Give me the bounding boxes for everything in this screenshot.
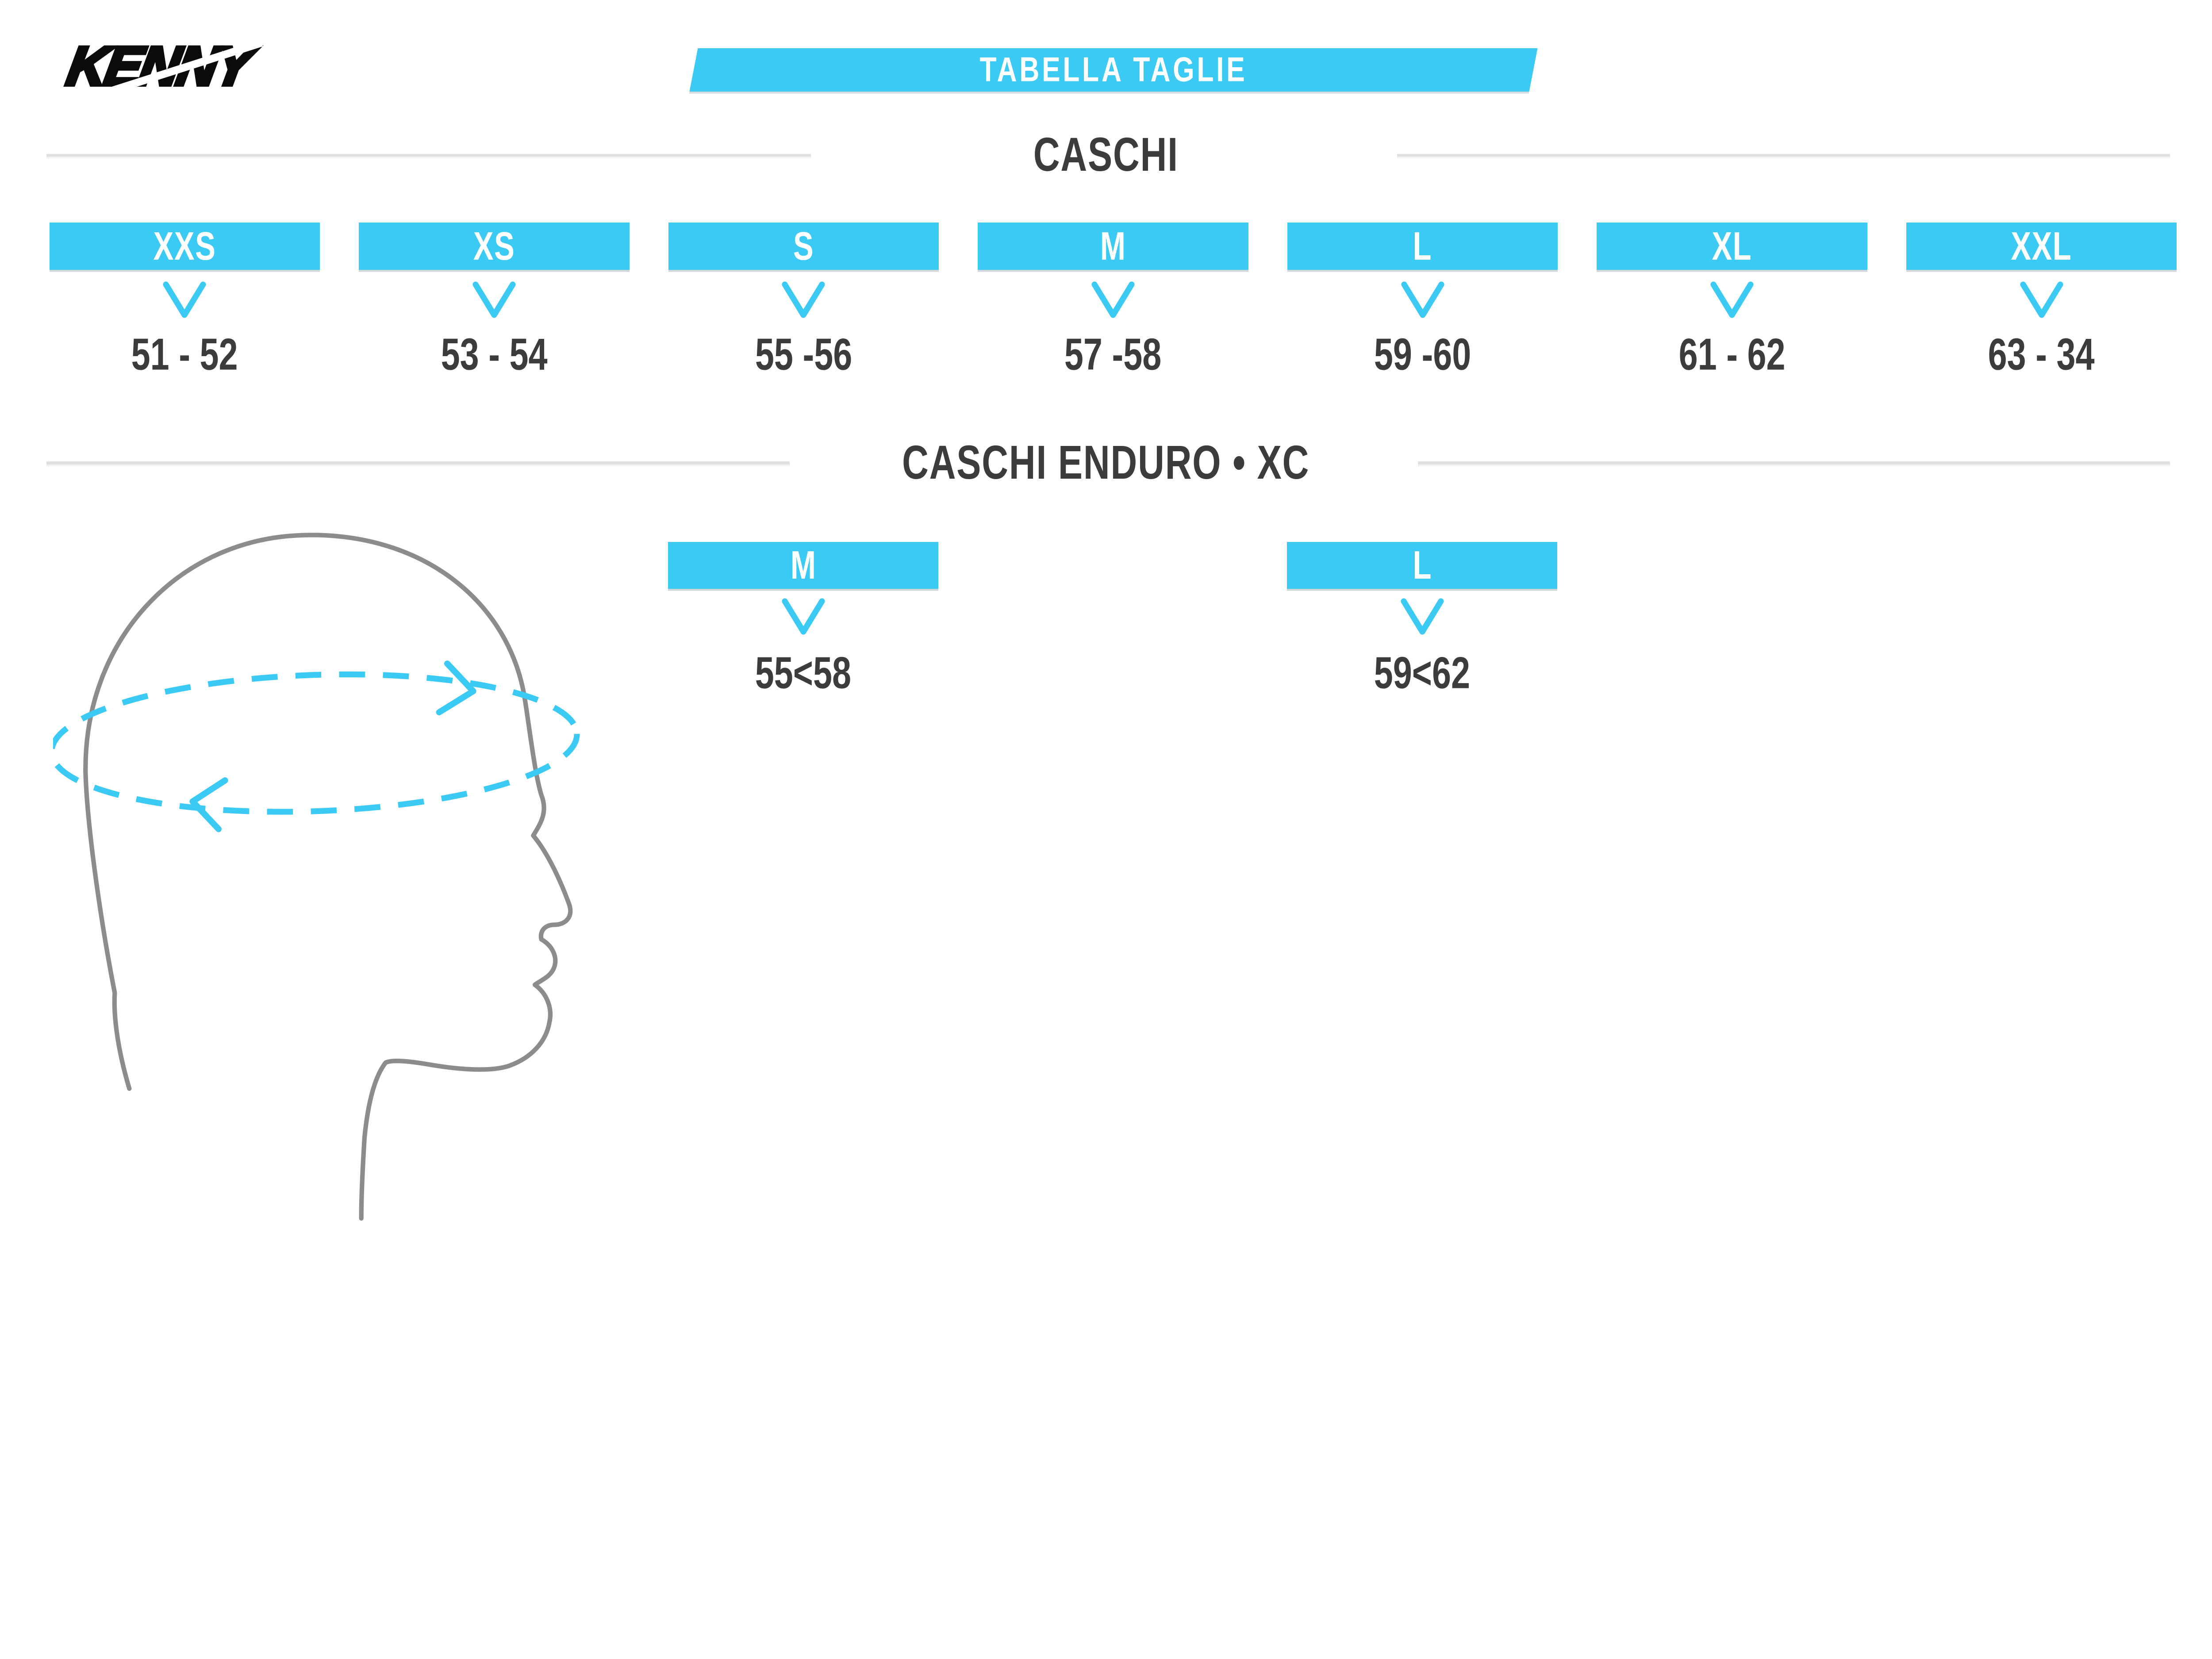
divider-line xyxy=(1418,461,2170,465)
down-arrow-icon xyxy=(782,598,825,635)
head-profile-icon xyxy=(53,533,580,1221)
size-badge-xxs: XXS xyxy=(49,223,320,270)
down-arrow-icon xyxy=(163,281,206,318)
down-arrow-icon xyxy=(1401,281,1444,318)
divider-line xyxy=(46,154,811,157)
measure-tape-dashed-ellipse xyxy=(53,671,580,815)
size-table-banner: TABELLA TAGLIE xyxy=(689,48,1537,92)
enduro-size-range-l: 59<62 xyxy=(1374,649,1471,699)
size-range-m: 57 -58 xyxy=(1064,330,1162,380)
size-badge-m: M xyxy=(978,223,1248,270)
enduro-size-badge-m: M xyxy=(668,541,939,589)
kenny-logo: KENNY xyxy=(61,34,353,99)
caschi-size-badges-row: XXS XS S M L XL XXL xyxy=(49,223,2177,270)
size-range-l: 59 -60 xyxy=(1374,330,1471,380)
size-range-s: 55 -56 xyxy=(755,330,853,380)
caschi-size-ranges-row: 51 - 52 53 - 54 55 -56 57 -58 59 -60 61 … xyxy=(50,330,2177,380)
measure-arrow-right-icon xyxy=(436,660,476,715)
down-arrow-icon xyxy=(1091,281,1135,318)
down-arrow-icon xyxy=(782,281,826,318)
size-badge-xxl: XXL xyxy=(1906,223,2177,270)
size-badge-xl: XL xyxy=(1597,223,1867,270)
size-range-xxs: 51 - 52 xyxy=(131,330,238,380)
enduro-size-range-m: 55<58 xyxy=(755,649,852,699)
size-range-xs: 53 - 54 xyxy=(441,330,548,380)
head-profile-illustration xyxy=(53,518,588,1223)
logo-slash xyxy=(108,40,263,94)
section-title-caschi-enduro-xc: CASCHI ENDURO • XC xyxy=(902,436,1310,489)
down-arrow-icon xyxy=(1401,598,1444,635)
kenny-logo-icon: KENNY xyxy=(61,34,263,99)
size-chart-page: KENNY TABELLA TAGLIE CASCHI XXS XS S M L… xyxy=(46,34,2177,1223)
head-outline xyxy=(83,533,573,1221)
logo-text: KENNY xyxy=(62,37,261,97)
size-range-xl: 61 - 62 xyxy=(1678,330,1786,380)
down-arrow-icon xyxy=(2020,281,2063,318)
size-badge-l: L xyxy=(1287,223,1558,270)
enduro-arrow-m xyxy=(668,597,938,637)
size-badge-xs: XS xyxy=(359,223,630,270)
caschi-arrows-row xyxy=(50,280,2177,320)
down-arrow-icon xyxy=(472,281,516,318)
size-badge-s: S xyxy=(668,223,939,270)
down-arrow-icon xyxy=(1710,281,1754,318)
measure-arrow-left-icon xyxy=(189,777,228,832)
banner-title: TABELLA TAGLIE xyxy=(979,50,1247,89)
section-title-caschi: CASCHI xyxy=(1033,128,1179,181)
enduro-size-badge-l: L xyxy=(1287,541,1558,589)
divider-line xyxy=(46,461,790,465)
enduro-arrow-l xyxy=(1287,597,1557,637)
divider-line xyxy=(1397,154,2170,157)
size-range-xxl: 63 - 34 xyxy=(1988,330,2095,380)
